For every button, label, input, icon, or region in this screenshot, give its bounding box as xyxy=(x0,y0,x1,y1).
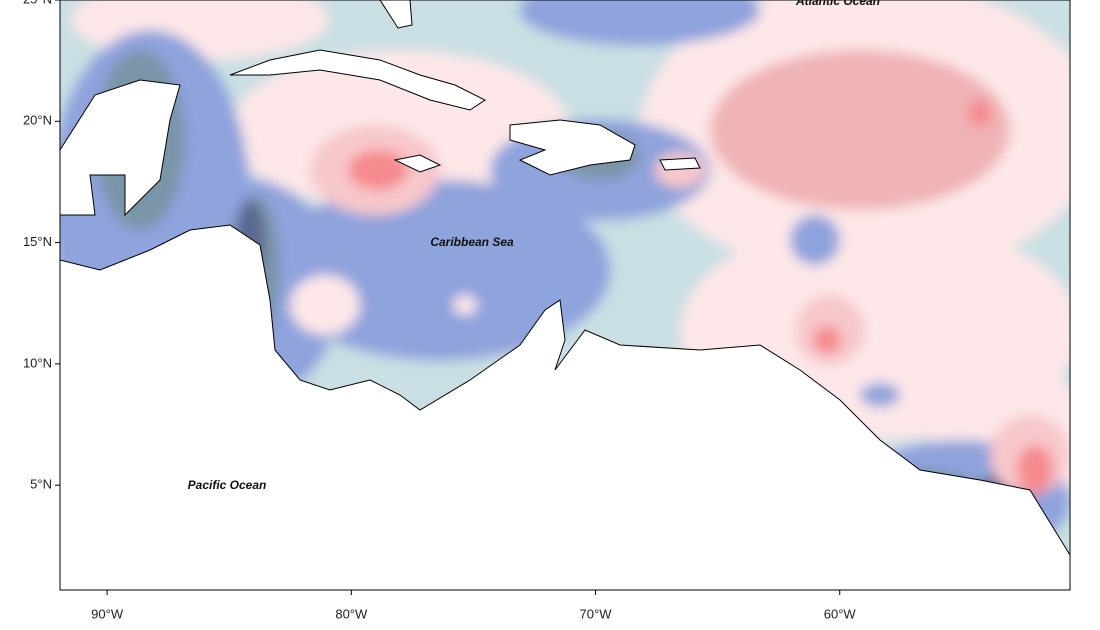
ocean-label: Pacific Ocean xyxy=(188,478,267,492)
lat-tick-label: 15°N xyxy=(23,234,52,249)
lon-tick-label: 70°W xyxy=(580,606,613,621)
lon-tick-label: 90°W xyxy=(91,606,124,621)
sea-label: Caribbean Sea xyxy=(430,235,514,249)
lat-tick-label: 25°N xyxy=(23,0,52,6)
lat-tick-label: 5°N xyxy=(30,477,52,492)
lat-tick-label: 20°N xyxy=(23,113,52,128)
lat-tick-label: 10°N xyxy=(23,355,52,370)
coastlines xyxy=(59,0,1071,591)
map-frame xyxy=(59,0,1071,591)
lon-tick-label: 80°W xyxy=(335,606,368,621)
lon-tick-label: 60°W xyxy=(824,606,857,621)
ocean-label: Atlantic Ocean xyxy=(795,0,880,8)
